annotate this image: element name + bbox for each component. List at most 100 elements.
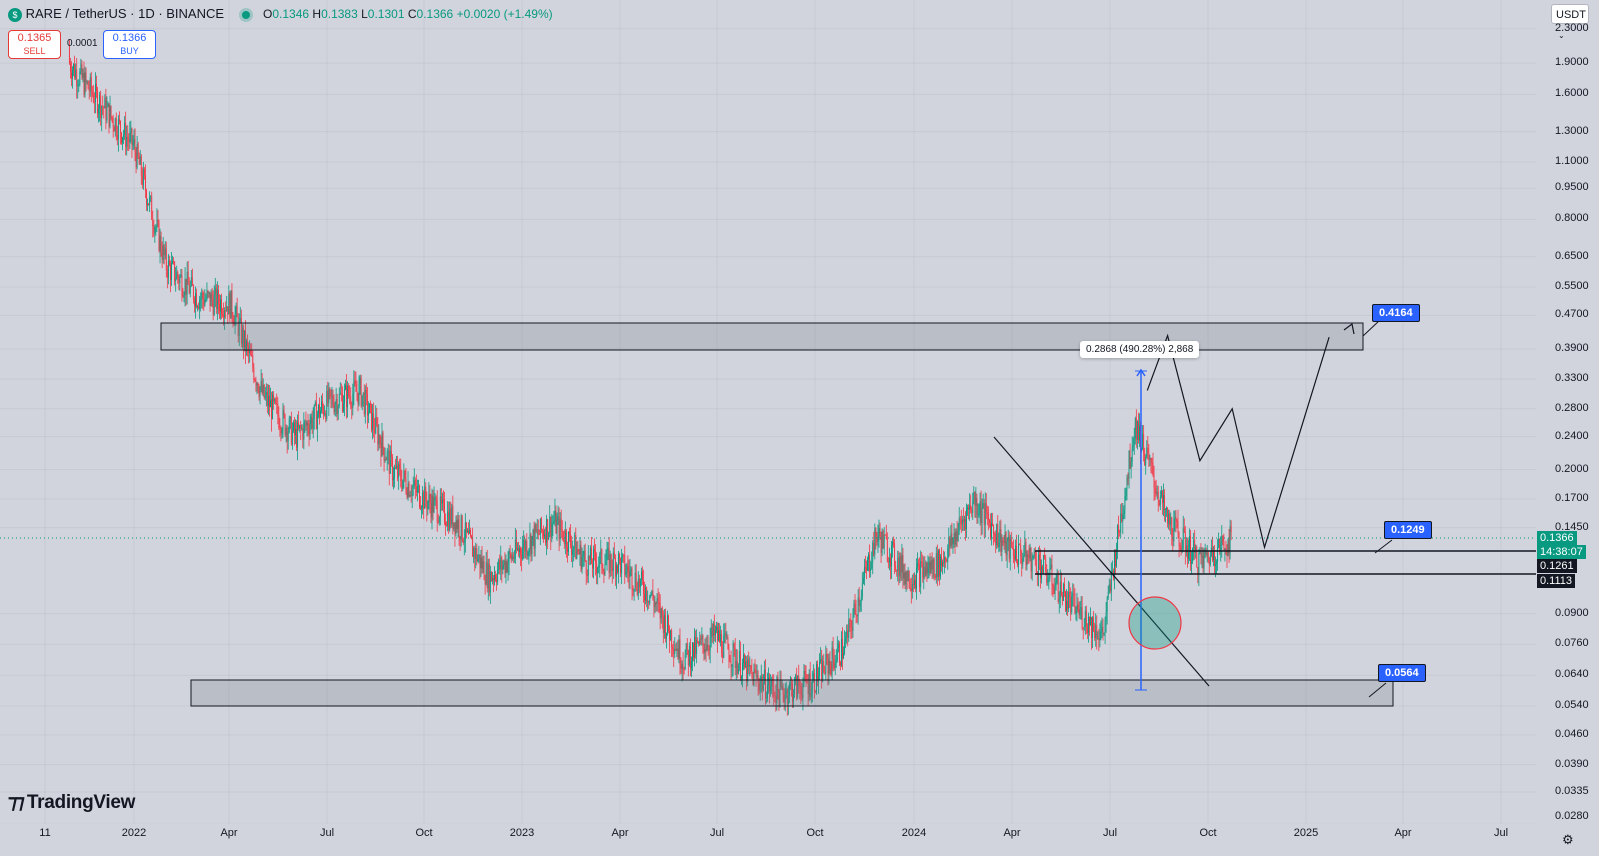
candle-body (413, 480, 415, 486)
candle-body (1078, 609, 1080, 616)
candle-body (654, 602, 656, 607)
candle-body (364, 389, 366, 415)
candle-body (557, 516, 559, 520)
measure-label[interactable]: 0.2868 (490.28%) 2,868 (1080, 341, 1200, 358)
candle-body (508, 550, 510, 563)
candle-body (852, 616, 854, 631)
tradingview-logo[interactable]: ⁊⁊ TradingView (8, 791, 135, 814)
candle-body (606, 549, 608, 561)
breakout-circle[interactable] (1128, 596, 1182, 650)
lower-zone[interactable] (190, 679, 1394, 707)
candle-body (826, 653, 828, 658)
time-tick: Jul (1493, 827, 1509, 839)
candle-body (731, 664, 733, 667)
candle-body (734, 648, 736, 668)
candle-body (563, 539, 565, 545)
candle-body (241, 328, 243, 344)
symbol-header[interactable]: $ RARE / TetherUS · 1D · BINANCE (8, 6, 250, 22)
candle-body (893, 542, 895, 544)
candle-body (271, 399, 272, 419)
candle-body (317, 405, 319, 415)
candle-body (1046, 571, 1048, 583)
candle-body (900, 556, 902, 573)
candle-body (227, 306, 229, 315)
candle-body (297, 422, 299, 448)
candle-body (934, 575, 936, 578)
candle-body (1106, 597, 1108, 613)
candle-body (941, 556, 942, 567)
candle-body (628, 571, 630, 577)
candle-body (935, 553, 937, 578)
time-axis[interactable]: 11 2022 Apr Jul Oct 2023 Apr Jul Oct 2024 Apr Jul Oc… (0, 824, 1536, 856)
candle-body (339, 393, 341, 395)
candle-body (1130, 462, 1132, 469)
candle-body (377, 424, 379, 445)
candle-body (844, 641, 846, 654)
target-high-callout[interactable]: 0.4164 (1372, 304, 1420, 322)
candle-body (1133, 438, 1135, 445)
candle-body (951, 533, 953, 545)
target-mid-callout[interactable]: 0.1249 (1384, 521, 1432, 539)
candle-body (662, 616, 664, 633)
candle-body (911, 584, 913, 592)
candle-body (864, 567, 866, 569)
price-axis[interactable]: USDT ⌄ 2.3000 1.9000 1.6000 1.3000 1.1000 0.9… (1536, 0, 1599, 824)
candle-body (191, 277, 193, 286)
candle-body (124, 122, 126, 135)
candle-body (972, 501, 974, 514)
candle-body (392, 477, 394, 481)
candle-body (510, 553, 512, 560)
candle-body (1017, 561, 1019, 565)
candle-body (281, 431, 283, 434)
sell-button[interactable]: 0.1365 SELL (8, 30, 61, 59)
candle-body (924, 566, 926, 576)
candle-body (638, 578, 640, 588)
candle-body (646, 587, 648, 602)
candle-body (598, 565, 600, 568)
candle-body (1036, 571, 1038, 575)
candle-body (80, 64, 82, 72)
candle-body (685, 643, 687, 655)
candle-body (609, 554, 611, 573)
candle-body (994, 533, 996, 535)
settings-icon[interactable]: ⚙ (1562, 832, 1574, 847)
candle-body (415, 486, 417, 493)
chart-pane[interactable]: $ RARE / TetherUS · 1D · BINANCE O0.1346… (0, 0, 1536, 824)
buy-button[interactable]: 0.1366 BUY (103, 30, 156, 59)
candle-body (386, 451, 388, 461)
candle-body (1016, 545, 1017, 562)
candle-body (652, 590, 654, 599)
candle-body (1178, 533, 1180, 546)
price-chart[interactable] (0, 0, 1536, 824)
candle-body (1117, 525, 1119, 552)
candle-body (592, 563, 593, 569)
candle-body (102, 106, 104, 108)
currency-selector[interactable]: USDT ⌄ (1551, 4, 1589, 40)
candle-body (316, 414, 318, 430)
candle-body (854, 603, 856, 607)
candle-body (1010, 537, 1012, 548)
candle-body (1073, 593, 1075, 595)
candle-body (351, 404, 353, 409)
target-low-callout[interactable]: 0.0564 (1378, 664, 1426, 682)
candle-body (847, 630, 849, 638)
candle-body (439, 496, 441, 518)
candle-body (149, 196, 151, 205)
candle-body (600, 549, 602, 554)
candle-body (552, 522, 554, 524)
candle-body (697, 640, 699, 642)
candle-body (1147, 447, 1149, 453)
candle-body (491, 578, 493, 582)
candle-body (901, 554, 903, 573)
candle-body (1023, 554, 1025, 559)
candle-body (985, 503, 987, 513)
candle-body (758, 683, 760, 691)
candle-body (486, 561, 488, 589)
trend-line[interactable] (993, 436, 1210, 687)
candle-body (870, 567, 872, 571)
candle-body (325, 412, 327, 419)
candle-body (332, 395, 334, 405)
candle-body (721, 634, 723, 654)
candle-body (158, 222, 160, 251)
close-value: 0.1366 (416, 7, 454, 21)
